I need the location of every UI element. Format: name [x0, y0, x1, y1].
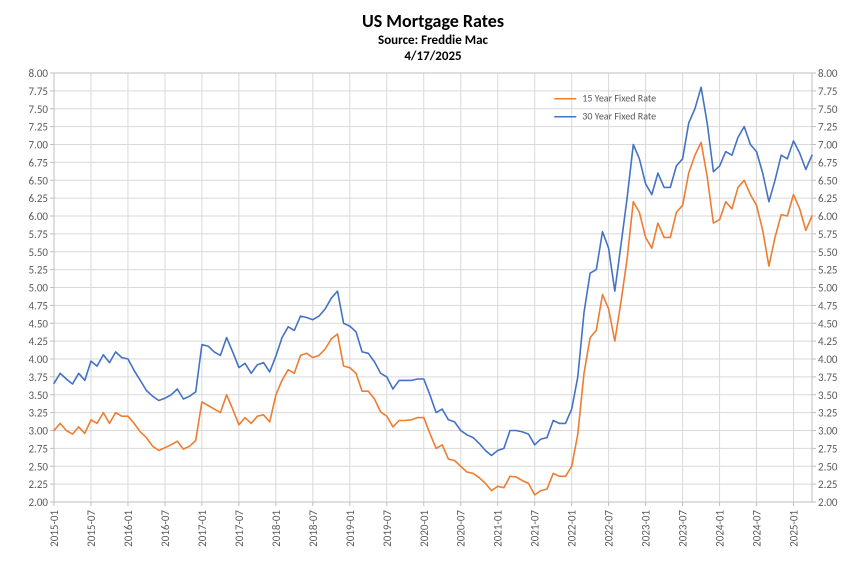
svg-text:2024-07: 2024-07: [751, 510, 764, 547]
svg-text:2022-07: 2022-07: [603, 510, 616, 547]
svg-text:2016-07: 2016-07: [159, 510, 172, 547]
svg-text:7.25: 7.25: [28, 121, 48, 134]
svg-text:3.75: 3.75: [28, 371, 48, 384]
svg-text:4.25: 4.25: [818, 335, 838, 348]
svg-text:3.00: 3.00: [28, 425, 48, 438]
svg-text:4.75: 4.75: [818, 299, 838, 312]
svg-text:7.75: 7.75: [28, 85, 48, 98]
svg-text:3.75: 3.75: [818, 371, 838, 384]
svg-text:4.75: 4.75: [28, 299, 48, 312]
svg-text:2015-01: 2015-01: [48, 510, 61, 547]
svg-text:6.50: 6.50: [28, 174, 48, 187]
svg-text:4.00: 4.00: [28, 353, 48, 366]
svg-text:4.50: 4.50: [818, 317, 838, 330]
svg-text:3.00: 3.00: [818, 425, 838, 438]
svg-text:6.00: 6.00: [28, 210, 48, 223]
svg-text:7.75: 7.75: [818, 85, 838, 98]
svg-text:6.25: 6.25: [818, 192, 838, 205]
chart-title: US Mortgage Rates: [6, 10, 860, 33]
svg-text:30 Year Fixed Rate: 30 Year Fixed Rate: [582, 110, 656, 123]
svg-text:2021-01: 2021-01: [492, 510, 505, 547]
svg-text:2023-01: 2023-01: [640, 510, 653, 547]
svg-text:2018-07: 2018-07: [307, 510, 320, 547]
svg-text:2016-01: 2016-01: [122, 510, 135, 547]
svg-text:2020-01: 2020-01: [418, 510, 431, 547]
svg-text:5.75: 5.75: [818, 228, 838, 241]
svg-text:8.00: 8.00: [28, 67, 48, 80]
svg-text:2.00: 2.00: [818, 496, 838, 509]
svg-text:2019-07: 2019-07: [381, 510, 394, 547]
svg-text:2017-01: 2017-01: [196, 510, 209, 547]
svg-text:6.75: 6.75: [818, 156, 838, 169]
svg-text:4.25: 4.25: [28, 335, 48, 348]
svg-text:2.00: 2.00: [28, 496, 48, 509]
svg-text:2024-01: 2024-01: [714, 510, 727, 547]
svg-text:5.00: 5.00: [818, 282, 838, 295]
svg-text:2021-07: 2021-07: [529, 510, 542, 547]
svg-text:4.50: 4.50: [28, 317, 48, 330]
svg-text:6.25: 6.25: [28, 192, 48, 205]
svg-text:5.25: 5.25: [28, 264, 48, 277]
svg-text:2.50: 2.50: [28, 460, 48, 473]
svg-text:2022-01: 2022-01: [566, 510, 579, 547]
svg-text:5.50: 5.50: [28, 246, 48, 259]
svg-text:3.25: 3.25: [28, 407, 48, 420]
svg-text:4.00: 4.00: [818, 353, 838, 366]
chart-canvas: 2.00 2.00 2.25 2.25 2.50 2.50 2.75 2.75 3.00 3.00…: [6, 65, 860, 562]
svg-text:6.50: 6.50: [818, 174, 838, 187]
svg-text:7.00: 7.00: [818, 139, 838, 152]
svg-text:5.50: 5.50: [818, 246, 838, 259]
svg-text:5.25: 5.25: [818, 264, 838, 277]
svg-text:7.25: 7.25: [818, 121, 838, 134]
svg-text:3.50: 3.50: [28, 389, 48, 402]
svg-text:8.00: 8.00: [818, 67, 838, 80]
svg-text:15 Year Fixed Rate: 15 Year Fixed Rate: [582, 92, 656, 105]
svg-text:2025-01: 2025-01: [788, 510, 801, 547]
svg-text:7.50: 7.50: [818, 103, 838, 116]
svg-text:7.50: 7.50: [28, 103, 48, 116]
chart-titles: US Mortgage Rates Source: Freddie Mac 4/…: [6, 10, 860, 65]
svg-text:7.00: 7.00: [28, 139, 48, 152]
svg-text:2017-07: 2017-07: [233, 510, 246, 547]
svg-text:3.50: 3.50: [818, 389, 838, 402]
svg-text:2.25: 2.25: [818, 478, 838, 491]
svg-text:2023-07: 2023-07: [677, 510, 690, 547]
svg-text:2015-07: 2015-07: [85, 510, 98, 547]
svg-text:2.25: 2.25: [28, 478, 48, 491]
svg-text:2019-01: 2019-01: [344, 510, 357, 547]
svg-text:2.50: 2.50: [818, 460, 838, 473]
svg-text:2.75: 2.75: [28, 442, 48, 455]
svg-text:2020-07: 2020-07: [455, 510, 468, 547]
svg-text:6.00: 6.00: [818, 210, 838, 223]
svg-text:2.75: 2.75: [818, 442, 838, 455]
svg-text:5.00: 5.00: [28, 282, 48, 295]
svg-text:5.75: 5.75: [28, 228, 48, 241]
svg-text:6.75: 6.75: [28, 156, 48, 169]
chart-subtitle: Source: Freddie Mac: [6, 33, 860, 49]
mortgage-rate-chart: US Mortgage Rates Source: Freddie Mac 4/…: [0, 0, 866, 571]
svg-text:3.25: 3.25: [818, 407, 838, 420]
svg-text:2018-01: 2018-01: [270, 510, 283, 547]
chart-date: 4/17/2025: [6, 49, 860, 65]
